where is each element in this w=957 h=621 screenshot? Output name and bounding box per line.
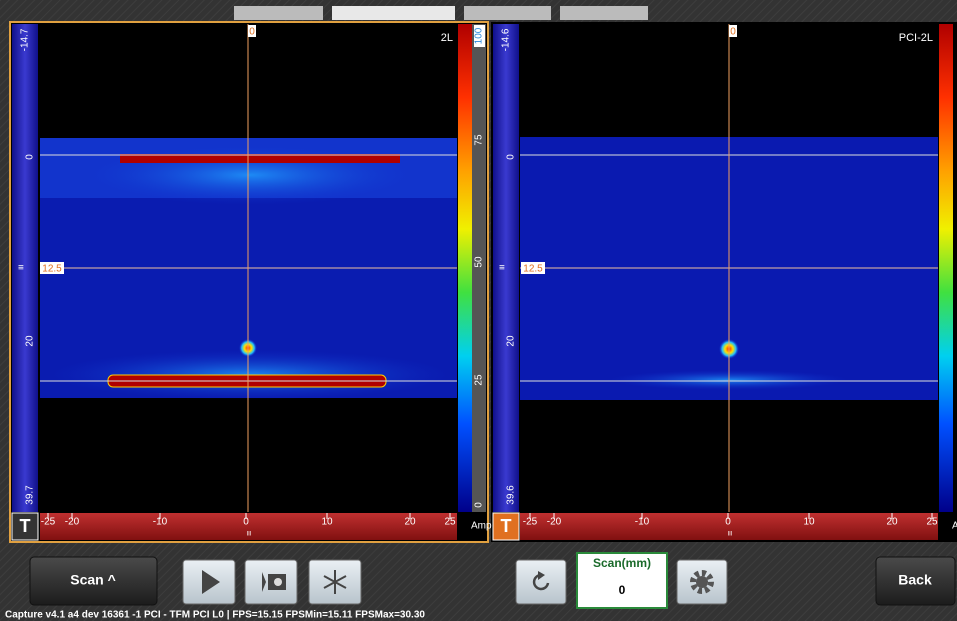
- marker-box: [492, 512, 520, 541]
- scan-position-box[interactable]: [576, 552, 668, 609]
- amp-tick-label: 50: [474, 256, 485, 268]
- scan-position-value: 0: [619, 583, 626, 597]
- depth-top-label: -14.6: [501, 28, 512, 51]
- depth-tick-label: 39.7: [25, 485, 36, 505]
- x-tick-label: -10: [635, 517, 650, 528]
- x-tick-label: 0: [725, 517, 731, 528]
- depth-mid-mark: ≡: [18, 263, 24, 274]
- amp-label: Amp: [952, 521, 957, 532]
- depth-tick-label: 0: [25, 154, 36, 160]
- tab[interactable]: [560, 6, 648, 20]
- depth-top-label: -14.7: [20, 28, 31, 51]
- tab[interactable]: [234, 6, 323, 20]
- marker-box: [11, 512, 39, 541]
- reset-icon: [532, 573, 550, 591]
- gear-icon: [690, 570, 714, 594]
- depth-mid-mark: ≡: [499, 263, 505, 274]
- x-tick-label: 20: [886, 517, 898, 528]
- snowflake-icon: [323, 570, 347, 594]
- x-tick-label: 0: [243, 517, 249, 528]
- depth-tick-label: 20: [25, 335, 36, 347]
- x-tick-label: 20: [404, 517, 416, 528]
- mode-label: 2L: [441, 32, 453, 44]
- amp-tick-label: 100: [474, 27, 485, 44]
- x-tick-label: -20: [65, 517, 80, 528]
- marker-label: T: [501, 516, 512, 536]
- depth-tick-label: 20: [506, 335, 517, 347]
- scan-position-label: Scan(mm): [593, 556, 651, 570]
- cursor-tag: [729, 25, 737, 37]
- x-ruler: [520, 513, 938, 540]
- center-mark: III: [246, 532, 251, 538]
- x-tick-label: 25: [926, 517, 938, 528]
- reset-button[interactable]: [515, 559, 567, 605]
- reset-arrow: [538, 571, 545, 580]
- tab[interactable]: [464, 6, 551, 20]
- mode-label: PCI-2L: [899, 32, 933, 44]
- cursor-label: 0: [730, 27, 736, 38]
- depth-tick-label: 0: [506, 154, 517, 160]
- gate-label: 12.5: [523, 264, 543, 275]
- play-icon: [202, 570, 220, 594]
- gate-label: 12.5: [42, 264, 62, 275]
- center-mark: III: [727, 532, 732, 538]
- scan-button[interactable]: [29, 556, 158, 606]
- back-button[interactable]: [875, 556, 956, 606]
- amp-tick-label: 25: [474, 374, 485, 386]
- depth-tick-label: 39.6: [506, 485, 517, 505]
- amp-tick-label: 0: [474, 502, 485, 508]
- marker-label: T: [20, 516, 31, 536]
- x-tick-label: -25: [523, 517, 538, 528]
- gate-tag: [40, 262, 64, 274]
- x-ruler: [40, 513, 457, 540]
- x-tick-label: 10: [803, 517, 815, 528]
- x-tick-label: -10: [153, 517, 168, 528]
- camera-lens: [274, 578, 282, 586]
- gate-tag: [521, 262, 545, 274]
- x-tick-label: -20: [547, 517, 562, 528]
- color-scale: [939, 24, 953, 512]
- cursor-label: 0: [249, 27, 255, 38]
- scan-button-label: Scan ^: [70, 572, 116, 588]
- color-scale: [458, 24, 472, 512]
- cursor-tag: [248, 25, 256, 37]
- amp-top-tag: [474, 25, 485, 47]
- depth-ruler: [493, 24, 519, 512]
- depth-ruler: [12, 24, 38, 512]
- amp-ruler: [472, 24, 486, 512]
- front-wall: [120, 154, 400, 163]
- amp-tick-label: 75: [474, 134, 485, 146]
- back-button-label: Back: [898, 572, 932, 588]
- x-tick-label: 10: [321, 517, 333, 528]
- gear-hub: [696, 576, 708, 588]
- status-bar: Capture v4.1 a4 dev 16361 -1 PCI - TFM P…: [5, 610, 425, 621]
- x-tick-label: -25: [41, 517, 56, 528]
- tab[interactable]: [332, 6, 455, 20]
- x-tick-label: 25: [444, 517, 456, 528]
- amp-label: Amp: [471, 521, 492, 532]
